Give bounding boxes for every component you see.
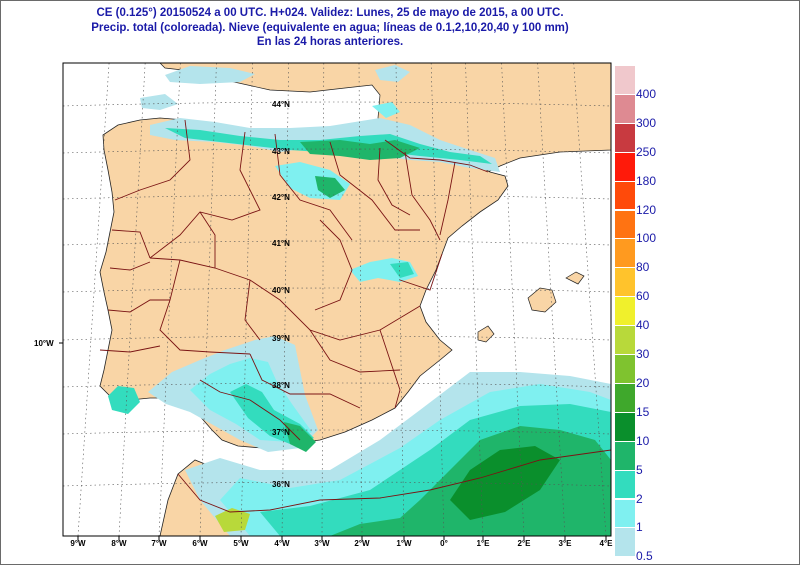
latitude-label: 41°N: [272, 239, 290, 248]
longitude-label: 5°W: [233, 539, 249, 548]
longitude-label: 4°W: [274, 539, 290, 548]
island-menorca: [565, 271, 585, 285]
scale-label: 10: [636, 433, 650, 448]
title-line-1: CE (0.125°) 20150524 a 00 UTC. H+024. Va…: [96, 7, 564, 19]
scale-label: 100: [636, 231, 657, 246]
island-ibiza: [477, 325, 495, 343]
map-border: [62, 62, 612, 537]
longitude-label: 4°E: [599, 539, 613, 548]
scale-swatch: [615, 151, 635, 181]
longitude-label: 6°W: [192, 539, 208, 548]
scale-swatch: [615, 122, 635, 152]
longitude-label: 2°E: [517, 539, 531, 548]
precip-sea-darkgreen: [450, 446, 560, 520]
longitude-label: 1°W: [396, 539, 412, 548]
latitude-label: 40°N: [272, 286, 290, 295]
latitude-label: 37°N: [272, 428, 290, 437]
longitude-label: 9°W: [70, 539, 86, 548]
precip-aragon-teal: [390, 262, 414, 278]
latitude-label: 44°N: [272, 100, 290, 109]
scale-swatch: [615, 382, 635, 412]
scale-swatch: [615, 93, 635, 123]
scale-label: 20: [636, 375, 650, 390]
title-line-2: Precip. total (coloreada). Nieve (equiva…: [91, 21, 569, 34]
title-line-3: En las 24 horas anteriores.: [256, 36, 404, 48]
latitude-label: 42°N: [272, 193, 290, 202]
scale-label: 2: [636, 491, 643, 506]
longitude-label: 3°E: [558, 539, 572, 548]
scale-label: 60: [636, 289, 650, 304]
scale-swatch: [615, 296, 635, 326]
scale-swatch: [615, 440, 635, 470]
scale-label: 80: [636, 260, 650, 275]
scale-swatch: [615, 411, 635, 441]
scale-label: 180: [636, 173, 657, 188]
precip-france-patch-1: [165, 66, 255, 84]
scale-label: 30: [636, 347, 650, 361]
longitude-label: 0°: [440, 539, 448, 548]
scale-label: 0.5: [636, 549, 653, 564]
latitude-label: 39°N: [272, 334, 290, 343]
scale-swatch: [615, 238, 635, 268]
map-title: CE (0.125°) 20150524 a 00 UTC. H+024. Va…: [0, 6, 660, 50]
longitude-label: 3°W: [314, 539, 330, 548]
scale-label: 40: [636, 318, 650, 333]
scale-label: 5: [636, 462, 643, 477]
precip-north-green: [300, 140, 420, 160]
precip-portugal-teal: [108, 386, 140, 414]
scale-label: 250: [636, 144, 657, 159]
longitude-label: 7°W: [151, 539, 167, 548]
scale-swatch: [615, 354, 635, 383]
scale-label: 300: [636, 115, 657, 130]
scale-swatch: [615, 65, 635, 94]
longitude-label: 1°E: [476, 539, 490, 548]
longitude-label: 2°W: [354, 539, 370, 548]
scale-swatch: [615, 469, 635, 499]
scale-swatch: [615, 527, 635, 557]
latitude-label: 43°N: [272, 147, 290, 156]
region-borders: [99, 119, 612, 513]
scale-swatch: [615, 209, 635, 239]
precip-south-green: [284, 422, 316, 452]
precip-france-patch-2: [375, 65, 410, 82]
precip-france-patch-3: [140, 94, 178, 110]
longitude-label: 8°W: [111, 539, 127, 548]
scale-swatch: [615, 498, 635, 528]
precip-ebro-green: [315, 176, 345, 198]
latitude-label: 38°N: [272, 381, 290, 390]
scale-label: 400: [636, 86, 657, 101]
scale-label: 1: [636, 520, 643, 535]
scale-label: 120: [636, 202, 657, 217]
precip-france-patch-4: [372, 102, 400, 118]
side-longitude-label: 10°W: [34, 339, 54, 348]
scale-swatch: [615, 180, 635, 210]
scale-swatch: [615, 325, 635, 354]
scale-swatch: [615, 267, 635, 297]
island-mallorca: [527, 287, 557, 313]
latitude-label: 36°N: [272, 480, 290, 489]
scale-label: 15: [636, 404, 650, 419]
